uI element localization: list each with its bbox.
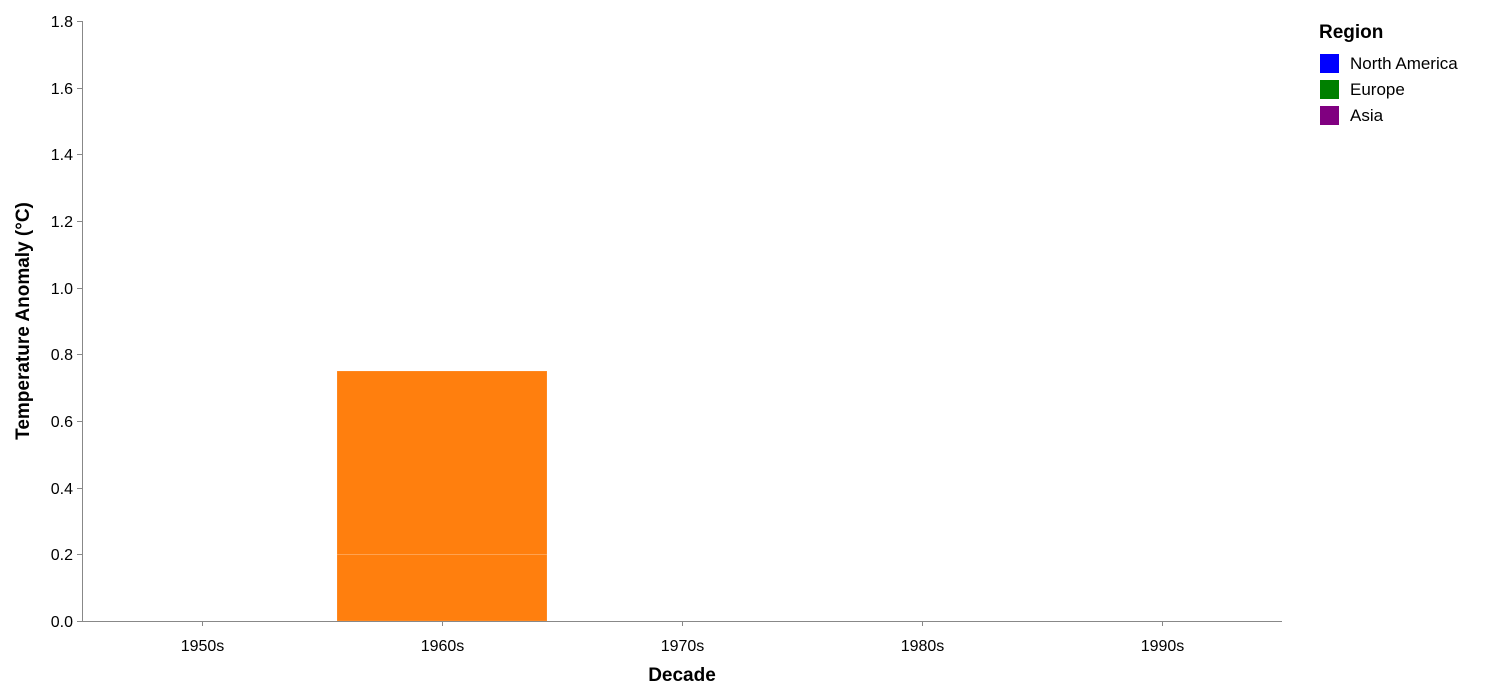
y-tick-label: 0.0	[51, 614, 73, 631]
y-tick-label: 1.2	[51, 214, 73, 231]
legend: Region North America Europe Asia	[1319, 22, 1458, 125]
x-axis-title: Decade	[648, 665, 716, 686]
y-tick-label: 0.8	[51, 347, 73, 364]
bar-1960s-segment-2	[336, 370, 548, 555]
y-tick-label: 0.6	[51, 414, 73, 431]
x-axis: 1950s 1960s 1970s 1980s 1990s	[82, 621, 1282, 655]
legend-title: Region	[1319, 22, 1383, 43]
y-tick-label: 0.4	[51, 481, 73, 498]
y-axis-title: Temperature Anomaly (°C)	[13, 202, 34, 440]
y-tick-label: 1.8	[51, 14, 73, 31]
x-tick-label: 1950s	[181, 638, 225, 655]
y-tick-label: 1.6	[51, 81, 73, 98]
y-tick-label: 0.2	[51, 547, 73, 564]
x-tick-label: 1970s	[661, 638, 705, 655]
y-axis: 0.0 0.2 0.4 0.6 0.8 1.0 1.2 1.4 1.6 1.8	[51, 14, 83, 631]
x-tick-label: 1960s	[421, 638, 465, 655]
bar-1960s-segment-1	[336, 554, 548, 622]
legend-label: North America	[1350, 54, 1458, 73]
legend-swatch	[1320, 80, 1339, 99]
legend-swatch	[1320, 54, 1339, 73]
x-tick-label: 1980s	[901, 638, 945, 655]
x-tick-label: 1990s	[1141, 638, 1185, 655]
legend-label: Europe	[1350, 80, 1405, 99]
legend-swatch	[1320, 106, 1339, 125]
legend-label: Asia	[1350, 106, 1384, 125]
bars-layer	[336, 370, 548, 622]
y-tick-label: 1.4	[51, 147, 73, 164]
y-tick-label: 1.0	[51, 281, 73, 298]
